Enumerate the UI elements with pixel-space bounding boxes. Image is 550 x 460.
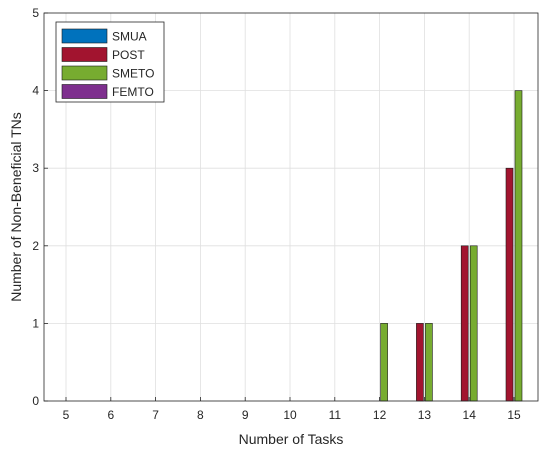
y-tick-label: 2 bbox=[32, 239, 39, 253]
y-tick-label: 5 bbox=[32, 6, 39, 20]
bar-post-15 bbox=[505, 167, 514, 402]
y-axis-label: Number of Non-Beneficial TNs bbox=[8, 112, 24, 302]
x-tick-label: 8 bbox=[197, 408, 204, 422]
x-tick-label: 7 bbox=[152, 408, 159, 422]
y-tick-labels: 0 1 2 3 4 5 bbox=[32, 6, 48, 408]
legend-label-smeto: SMETO bbox=[112, 67, 154, 81]
x-axis-label: Number of Tasks bbox=[239, 431, 344, 447]
bar-smeto-13 bbox=[425, 323, 433, 402]
x-tick-label: 14 bbox=[463, 408, 477, 422]
bar-smeto-15 bbox=[514, 90, 523, 402]
plot-frame bbox=[43, 12, 539, 402]
x-tick-label: 12 bbox=[373, 408, 387, 422]
legend-items: SMUA POST SMETO FEMTO bbox=[61, 28, 154, 99]
x-tick-label: 10 bbox=[283, 408, 297, 422]
y-tick-label: 3 bbox=[32, 161, 39, 175]
x-tick-label: 11 bbox=[329, 408, 342, 422]
x-tick-label: 5 bbox=[63, 408, 70, 422]
bar-post-14 bbox=[460, 245, 469, 402]
bar-smeto-12 bbox=[380, 323, 388, 402]
x-tick-label: 6 bbox=[107, 408, 114, 422]
legend-swatch-post bbox=[61, 47, 108, 62]
x-tick-label: 15 bbox=[507, 408, 521, 422]
legend: SMUA POST SMETO FEMTO bbox=[55, 21, 165, 103]
x-tick-labels: 5 6 7 8 9 10 11 12 13 14 15 bbox=[63, 397, 521, 422]
legend-swatch-smua bbox=[61, 28, 108, 44]
y-tick-label: 0 bbox=[32, 394, 39, 408]
legend-swatch-femto bbox=[61, 84, 108, 99]
bar-smeto-14 bbox=[469, 245, 478, 402]
y-tick-label: 1 bbox=[32, 316, 39, 330]
y-tick-label: 4 bbox=[32, 84, 39, 98]
legend-label-post: POST bbox=[112, 48, 145, 62]
x-tick-label: 13 bbox=[418, 408, 432, 422]
x-tick-label: 9 bbox=[242, 408, 249, 422]
legend-swatch-smeto bbox=[61, 65, 108, 81]
legend-label-smua: SMUA bbox=[112, 30, 147, 44]
legend-label-femto: FEMTO bbox=[112, 85, 154, 99]
bar-post-13 bbox=[416, 323, 424, 402]
